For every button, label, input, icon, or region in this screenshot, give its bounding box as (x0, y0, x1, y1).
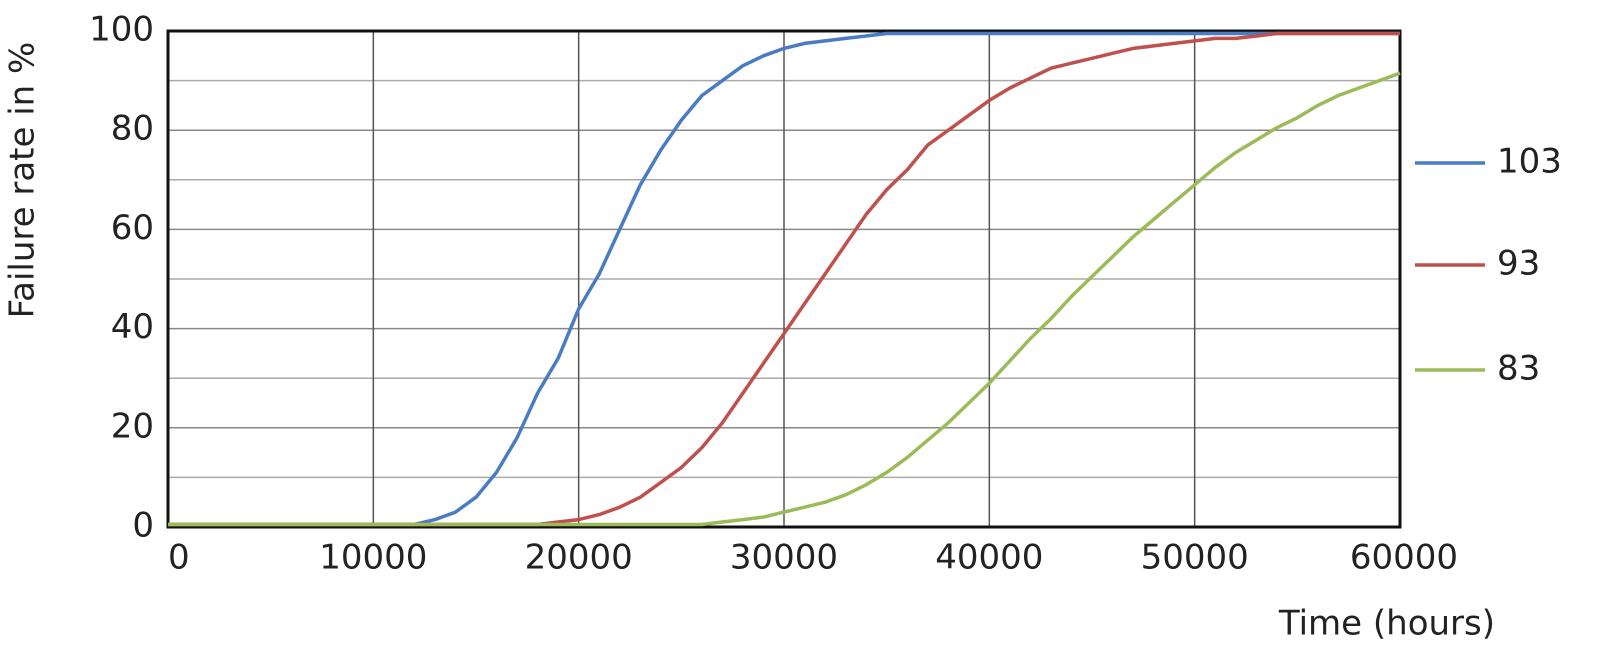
x-tick-label: 10000 (319, 538, 427, 578)
legend-label: 103 (1497, 142, 1562, 182)
y-axis-label: Failure rate in % (3, 42, 43, 319)
x-tick-label: 60000 (1350, 538, 1458, 578)
x-tick-label: 30000 (730, 538, 838, 578)
y-tick-label: 80 (111, 109, 154, 149)
y-tick-label: 40 (111, 307, 154, 347)
x-axis-label: Time (hours) (1278, 604, 1495, 644)
plot-frame (166, 29, 1402, 529)
y-tick-label: 0 (132, 506, 154, 546)
legend-label: 93 (1497, 244, 1540, 284)
y-tick-label: 20 (111, 406, 154, 446)
y-tick-label: 60 (111, 208, 154, 248)
data-line (168, 71, 1401, 527)
x-tick-label: 50000 (1141, 538, 1249, 578)
y-tick-label: 100 (89, 10, 154, 50)
legend-label: 83 (1497, 349, 1540, 389)
x-tick-label: 0 (168, 538, 190, 578)
x-tick-label: 20000 (525, 538, 633, 578)
x-tick-label: 40000 (935, 538, 1043, 578)
